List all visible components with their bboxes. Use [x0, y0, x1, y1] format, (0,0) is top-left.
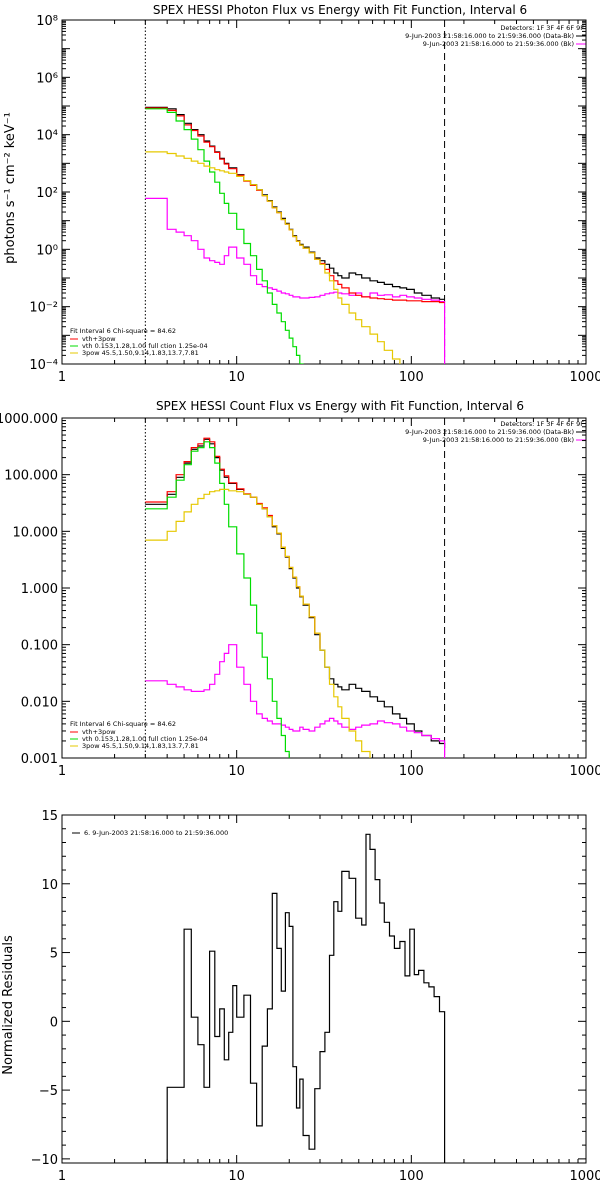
resid-x-tick-label: 100	[399, 1169, 424, 1184]
count-y-tick-label: 0.100	[21, 639, 58, 654]
count-detectors-label: Detectors: 1F 3F 4F 6F 9F	[500, 420, 584, 428]
count-x-tick-label: 100	[399, 764, 424, 779]
photon-legend-bk: 9-Jun-2003 21:58:16.000 to 21:59:36.000 …	[423, 40, 574, 48]
photon-plot-frame	[61, 19, 587, 365]
photon-x-tick-label: 1	[58, 370, 66, 385]
resid-x-tick-label: 1000	[569, 1169, 600, 1184]
photon-x-tick-label: 10	[228, 370, 245, 385]
count-y-tick-label: 10.000	[13, 525, 59, 540]
count-flux-panel: SPEX HESSI Count Flux vs Energy with Fit…	[0, 399, 600, 779]
count-plot-frame	[61, 417, 587, 759]
resid-x-tick-label: 1	[58, 1169, 66, 1184]
photon-detectors-label: Detectors: 1F 3F 4F 6F 9F	[500, 24, 584, 32]
resid-series-residual	[145, 833, 446, 1163]
photon-series-bk	[145, 197, 446, 364]
photon-y-tick-label: 10⁴	[36, 129, 58, 144]
photon-legend-vth3pow: vth+3pow	[82, 335, 116, 343]
count-y-tick-label: 0.010	[21, 695, 58, 710]
count-legend-vth: vth 0.153,1.28,1.00 full ction 1.25e-04	[82, 735, 208, 743]
photon-chart-title: SPEX HESSI Photon Flux vs Energy with Fi…	[153, 3, 527, 17]
photon-y-tick-label: 10⁰	[36, 243, 58, 258]
resid-y-tick-label: −5	[39, 1084, 58, 1099]
residuals-y-axis-label: Normalized Residuals	[1, 935, 16, 1075]
count-legend-data-bk: 9-Jun-2003 21:58:16.000 to 21:59:36.000 …	[405, 428, 574, 436]
photon-series-vth-3pow	[145, 107, 445, 304]
count-legend-bk: 9-Jun-2003 21:58:16.000 to 21:59:36.000 …	[423, 436, 574, 444]
count-x-tick-label: 10	[228, 764, 245, 779]
resid-x-tick-label: 10	[228, 1169, 245, 1184]
residuals-panel: Normalized Residuals 6. 9-Jun-2003 21:58…	[1, 809, 600, 1184]
count-y-tick-label: 1000.000	[0, 412, 58, 427]
count-y-tick-label: 100.000	[4, 469, 58, 484]
count-legend-3pow: 3pow 45.5,1.50,9.14,1.83,13.7,7.81	[82, 742, 199, 750]
count-y-tick-label: 0.001	[21, 752, 58, 767]
photon-series-vth	[145, 108, 330, 364]
resid-y-tick-label: −10	[31, 1153, 58, 1168]
count-series-vth-3pow	[145, 437, 321, 649]
photon-y-tick-label: 10²	[36, 186, 58, 201]
count-series-bk	[145, 644, 446, 758]
photon-y-axis-label: photons s⁻¹ cm⁻² keV⁻¹	[3, 112, 18, 264]
count-chart-title: SPEX HESSI Count Flux vs Energy with Fit…	[156, 399, 524, 413]
count-x-tick-label: 1	[58, 764, 66, 779]
count-series-data-bk	[145, 438, 446, 748]
photon-fit-header: Fit Interval 6 Chi-square = 84.62	[70, 327, 176, 335]
resid-y-tick-label: 0	[50, 1015, 58, 1030]
photon-x-tick-label: 1000	[569, 370, 600, 385]
photon-y-tick-label: 10⁻⁴	[29, 358, 58, 373]
count-series-vth	[145, 441, 290, 758]
resid-y-tick-label: 10	[41, 878, 58, 893]
photon-x-tick-label: 100	[399, 370, 424, 385]
count-legend-vth3pow: vth+3pow	[82, 728, 116, 736]
count-series-3pow	[145, 488, 371, 758]
photon-series-3pow	[145, 151, 407, 364]
photon-legend-3pow: 3pow 45.5,1.50,9.14,1.83,13.7,7.81	[82, 349, 199, 357]
count-x-tick-label: 1000	[569, 764, 600, 779]
count-y-tick-label: 1.000	[21, 582, 58, 597]
photon-y-tick-label: 10⁻²	[29, 301, 58, 316]
photon-y-tick-label: 10⁸	[36, 14, 58, 29]
photon-flux-panel: SPEX HESSI Photon Flux vs Energy with Fi…	[3, 3, 600, 385]
resid-plot-frame	[61, 814, 587, 1164]
residuals-legend-label: 6. 9-Jun-2003 21:58:16.000 to 21:59:36.0…	[84, 829, 228, 837]
photon-legend-data-bk: 9-Jun-2003 21:58:16.000 to 21:59:36.000 …	[405, 32, 574, 40]
photon-legend-vth: vth 0.153,1.28,1.00 full ction 1.25e-04	[82, 342, 208, 350]
photon-y-tick-label: 10⁶	[36, 71, 58, 86]
photon-series-data-bk	[145, 106, 445, 300]
count-fit-header: Fit Interval 6 Chi-square = 84.62	[70, 720, 176, 728]
resid-y-tick-label: 5	[50, 947, 58, 962]
resid-y-tick-label: 15	[41, 809, 58, 824]
